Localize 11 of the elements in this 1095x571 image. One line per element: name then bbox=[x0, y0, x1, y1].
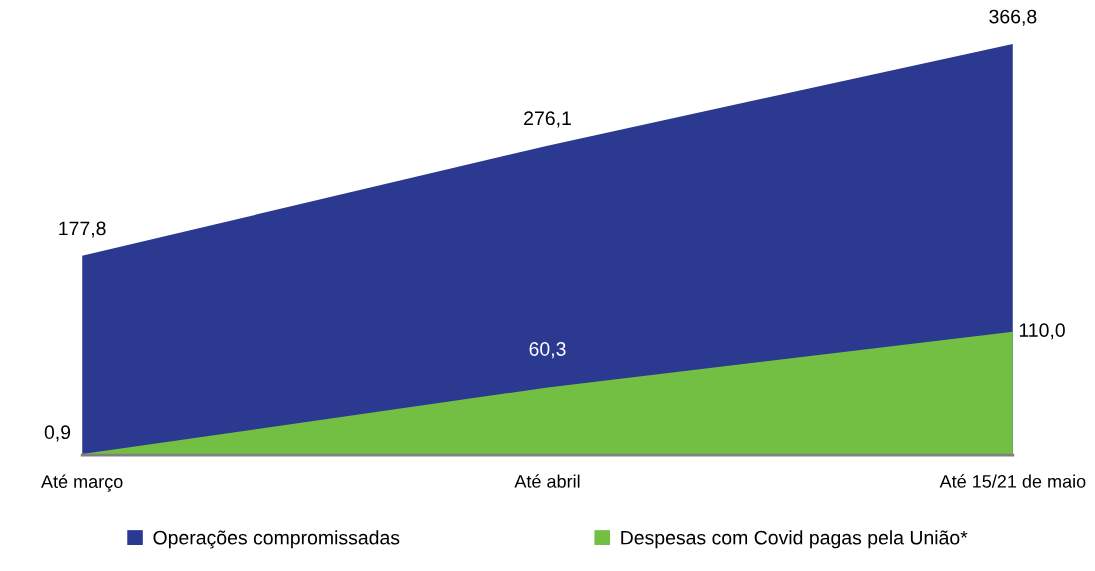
x-tick-label: Até março bbox=[41, 474, 123, 492]
data-label: 276,1 bbox=[524, 111, 571, 128]
x-tick-label: Até 15/21 de maio bbox=[939, 474, 1086, 488]
data-label: 60,3 bbox=[529, 342, 566, 359]
data-label: 110,0 bbox=[1019, 323, 1065, 340]
legend-label: Operações compromissadas bbox=[153, 530, 400, 549]
data-label: 0,9 bbox=[44, 425, 71, 442]
data-label: 177,8 bbox=[59, 221, 106, 238]
x-tick-label: Até abril bbox=[514, 474, 580, 488]
data-label: 366,8 bbox=[989, 9, 1037, 26]
legend-label: Despesas com Covid pagas pela União* bbox=[621, 530, 968, 549]
